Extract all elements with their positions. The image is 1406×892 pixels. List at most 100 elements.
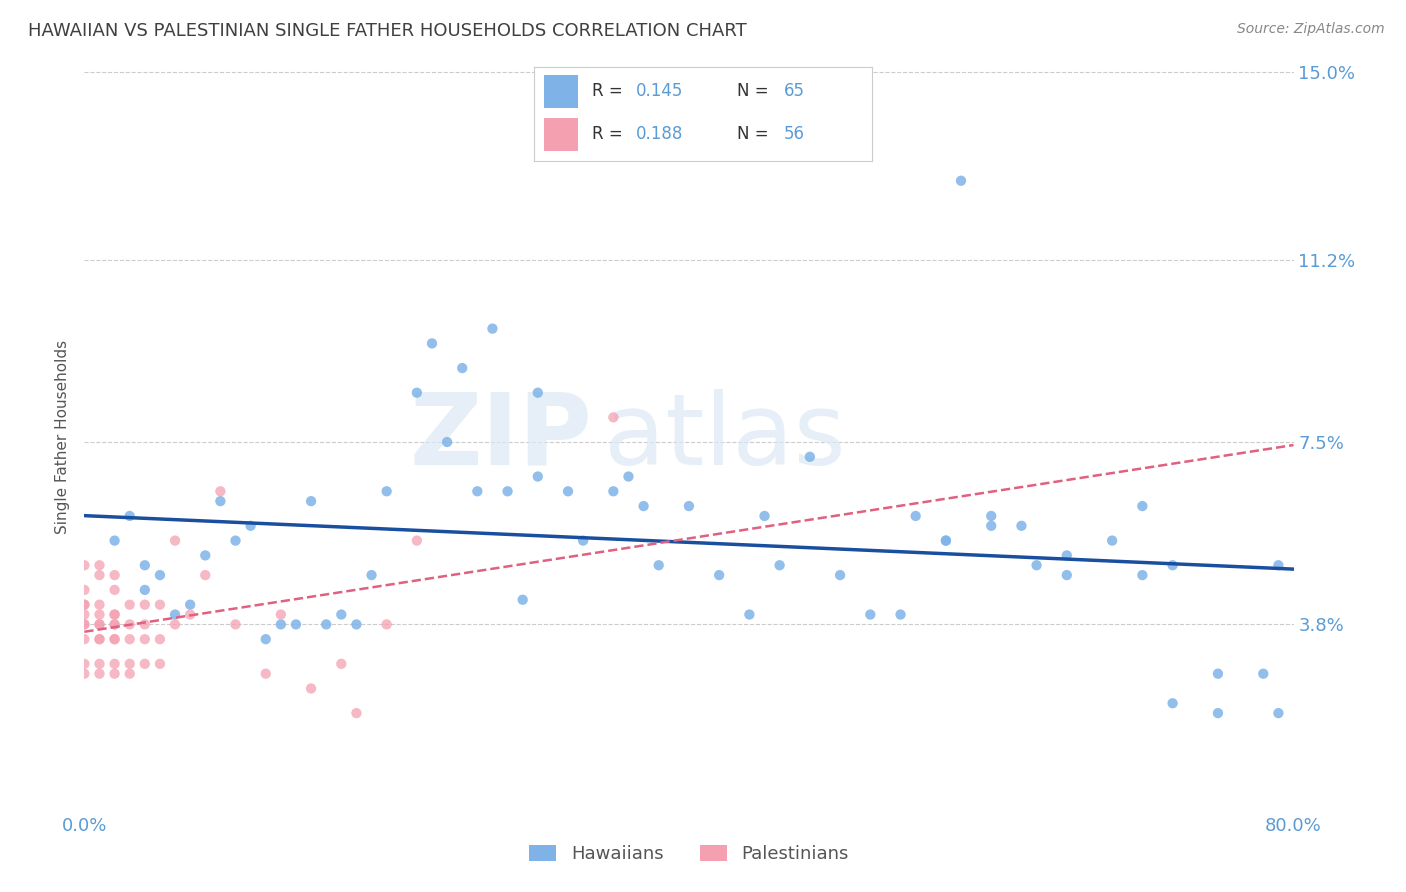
Point [346,617,368,632]
Point [104,632,127,647]
Point [104,632,127,647]
Point [557,484,579,499]
Point [73,582,96,597]
Point [1130,499,1153,513]
Point [270,607,292,622]
Point [648,558,671,573]
Text: N =: N = [737,126,773,144]
Point [165,533,187,548]
Point [118,666,141,681]
Text: ZIP: ZIP [409,389,592,485]
Point [1056,568,1078,582]
Point [1130,568,1153,582]
Point [225,617,247,632]
Point [149,598,172,612]
Legend: Hawaiians, Palestinians: Hawaiians, Palestinians [522,838,856,870]
Point [194,549,217,563]
Point [633,499,655,513]
Text: 0.188: 0.188 [636,126,683,144]
Point [165,617,187,632]
Point [481,321,503,335]
Point [980,508,1002,523]
Point [225,533,247,548]
Point [1267,558,1289,573]
Point [104,582,127,597]
Point [194,568,217,582]
Point [527,469,550,483]
Text: 56: 56 [785,126,806,144]
Point [104,666,127,681]
Point [239,518,262,533]
Point [104,657,127,671]
Point [572,533,595,548]
Point [799,450,821,464]
Point [769,558,792,573]
Point [104,617,127,632]
Point [89,568,111,582]
Point [270,617,292,632]
Point [165,607,187,622]
Point [254,666,277,681]
Point [73,666,96,681]
Point [1056,549,1078,563]
Point [104,617,127,632]
Point [118,598,141,612]
Point [73,598,96,612]
Point [890,607,912,622]
Point [512,592,534,607]
Point [149,568,172,582]
FancyBboxPatch shape [544,119,578,152]
Point [89,666,111,681]
Point [436,435,458,450]
Point [602,410,624,425]
Point [1161,696,1184,710]
Point [1206,666,1229,681]
Point [406,533,429,548]
Point [1025,558,1047,573]
Point [73,598,96,612]
Point [935,533,957,548]
Point [104,533,127,548]
Point [134,582,156,597]
Text: 65: 65 [785,82,806,100]
Y-axis label: Single Father Households: Single Father Households [55,340,70,534]
Point [89,607,111,622]
Text: R =: R = [592,126,627,144]
Point [1267,706,1289,720]
Point [118,632,141,647]
Point [73,657,96,671]
Point [209,494,232,508]
Point [254,632,277,647]
Point [73,607,96,622]
Point [134,657,156,671]
Point [709,568,731,582]
Point [1253,666,1275,681]
Point [299,494,322,508]
Point [134,632,156,647]
Point [980,518,1002,533]
Point [527,385,550,400]
Point [360,568,382,582]
Point [1101,533,1123,548]
Point [179,598,201,612]
Text: Source: ZipAtlas.com: Source: ZipAtlas.com [1237,22,1385,37]
Point [330,657,353,671]
Point [179,607,201,622]
Point [346,706,368,720]
Point [754,508,776,523]
Text: 0.145: 0.145 [636,82,683,100]
Point [118,657,141,671]
Point [830,568,852,582]
Point [134,617,156,632]
Point [118,617,141,632]
Point [859,607,882,622]
Point [118,508,141,523]
Point [330,607,353,622]
Point [1206,706,1229,720]
Point [104,607,127,622]
Point [315,617,337,632]
Point [89,632,111,647]
Point [73,558,96,573]
Point [1011,518,1033,533]
Point [89,632,111,647]
